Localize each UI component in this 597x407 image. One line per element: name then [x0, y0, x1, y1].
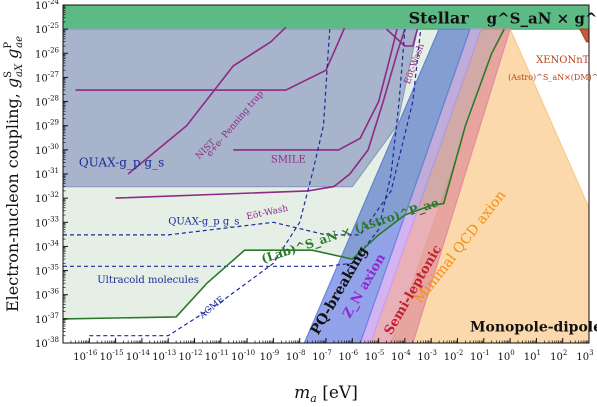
curve-e-e-penning-trap: [75, 27, 346, 91]
y-tick-label: 10-37: [35, 312, 59, 326]
curve-ultracold-molecules: [63, 29, 406, 267]
label-ultracold: Ultracold molecules: [97, 275, 199, 286]
label-stellar-formula: g^S_aN × g^P_ae: [487, 10, 597, 28]
curve-smile: [233, 28, 398, 151]
x-tick-label: 10-1: [470, 349, 490, 363]
label-xenonnt: XENONnT: [536, 55, 590, 66]
y-tick-label: 10-30: [35, 143, 59, 157]
x-tick-label: 10-3: [417, 349, 437, 363]
y-tick-label: 10-27: [35, 70, 59, 84]
curve-e-t-wash: [115, 28, 406, 199]
x-tick-label: 10-2: [444, 349, 464, 363]
label-acme: ACME: [197, 295, 227, 322]
curve-quax-g-p-g-s-dashed: [63, 29, 422, 236]
y-tick-label: 10-26: [35, 46, 60, 60]
region-quax-g-p-g-s-region: [63, 28, 419, 188]
curve-lab-x-astro-boundary: [63, 28, 506, 320]
label-xenonnt_sub: (Astro)^S_aN×(DM)^P_ae: [508, 73, 597, 82]
x-tick-label: 103: [576, 349, 593, 363]
y-tick-label: 10-33: [35, 215, 59, 229]
y-tick-label: 10-24: [35, 0, 60, 12]
label-monopole: Monopole-dipole: [470, 319, 597, 335]
x-tick-label: 10-10: [231, 349, 255, 363]
x-tick-label: 100: [497, 349, 514, 363]
y-tick-label: 10-32: [35, 191, 59, 205]
y-tick-label: 10-31: [35, 167, 59, 181]
x-tick-label: 10-5: [365, 349, 385, 363]
y-axis: 10-38 10-37 10-36 10-35 10-34 10-33 10-32 10-31…: [35, 0, 68, 350]
y-tick-label: 10-38: [35, 336, 59, 350]
x-tick-label: 10-7: [312, 349, 332, 363]
x-tick-label: 102: [550, 349, 567, 363]
x-tick-label: 10-13: [152, 349, 176, 363]
region-layer: [63, 5, 589, 343]
region-lab-s-an-astro-p-ae: [63, 29, 505, 319]
curve-layer: [63, 26, 506, 337]
y-tick-label: 10-35: [35, 264, 59, 278]
region-xenonnt-astro-s-an-dm-p-ae: [578, 28, 589, 43]
y-tick-label: 10-34: [35, 239, 60, 253]
label-quax_small: QUAX-g_p g_s: [168, 217, 239, 228]
x-tick-label: 10-9: [260, 349, 280, 363]
y-tick-label: 10-36: [35, 288, 60, 302]
x-tick-label: 10-4: [391, 349, 411, 363]
x-tick-label: 10-6: [339, 349, 359, 363]
x-tick-label: 10-16: [73, 349, 98, 363]
x-tick-label: 101: [524, 349, 541, 363]
x-tick-label: 10-11: [205, 349, 229, 363]
x-tick-label: 10-12: [178, 349, 202, 363]
y-tick-label: 10-29: [35, 119, 59, 133]
y-tick-label: 10-28: [35, 95, 59, 109]
x-axis-title: ma [eV]: [294, 383, 358, 405]
curve-e-t-wash-upper: [385, 28, 419, 47]
curve-nist: [127, 26, 287, 175]
x-tick-label: 10-14: [126, 349, 151, 363]
label-quax_big: QUAX-g_p g_s: [79, 156, 164, 170]
x-axis: 10-16 10-15 10-14 10-13 10-12 10-11 10-10 10-9 1…: [70, 338, 594, 363]
x-tick-label: 10-8: [286, 349, 306, 363]
y-axis-title: Electron-nucleon coupling, gSaX gPae: [3, 36, 25, 312]
label-stellar: Stellar: [409, 9, 470, 28]
x-tick-label: 10-15: [100, 349, 124, 363]
y-tick-label: 10-25: [35, 22, 59, 36]
curve-acme: [89, 29, 331, 337]
label-smile: SMILE: [271, 154, 306, 165]
